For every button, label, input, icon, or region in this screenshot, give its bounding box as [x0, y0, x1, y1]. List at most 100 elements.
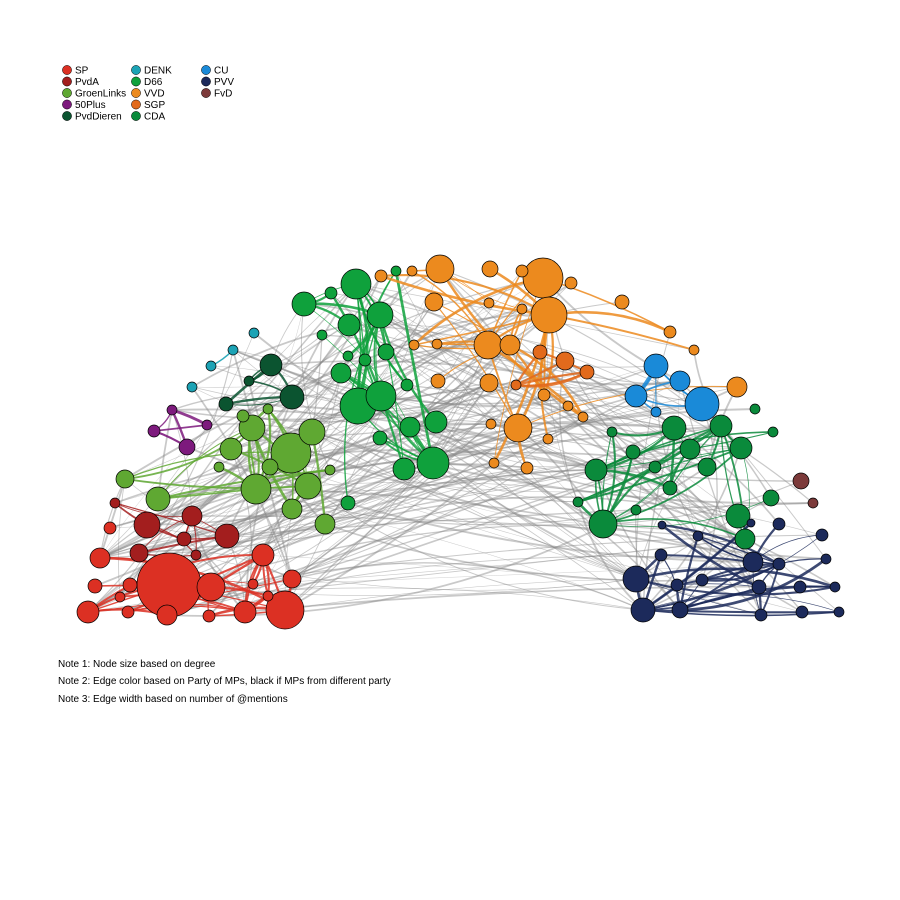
mention-edge — [124, 308, 523, 480]
mention-edge — [546, 314, 579, 503]
mention-edge — [303, 303, 490, 384]
mention-edge — [171, 409, 193, 517]
mention-edge — [118, 478, 126, 598]
mp-node-cda — [584, 458, 608, 482]
mention-edge — [232, 349, 637, 580]
mp-node-groenlinks — [298, 418, 326, 446]
mp-node-vvd — [431, 338, 443, 350]
mention-edge — [255, 488, 637, 526]
mp-node-groenlinks — [262, 403, 274, 415]
mention-edge — [697, 535, 780, 565]
mention-edge — [232, 349, 604, 525]
legend-label: SP — [75, 66, 89, 77]
legend-label: SGP — [144, 100, 165, 111]
mp-node-groenlinks — [314, 513, 336, 535]
mp-node-pvda — [190, 549, 202, 561]
legend-swatch — [131, 99, 141, 110]
legend-swatch — [201, 65, 211, 75]
legend-item-pvda: PvdA — [62, 76, 99, 88]
mention-edge — [87, 349, 234, 613]
mp-node-sp — [156, 604, 178, 626]
mp-node-cu — [684, 386, 720, 422]
mention-edge — [577, 447, 742, 503]
mention-edge — [166, 448, 691, 616]
mp-node-vvd — [516, 303, 528, 315]
mp-node-sp — [103, 521, 117, 535]
mp-node-vvd — [374, 269, 388, 283]
mention-edge — [635, 578, 836, 596]
mp-node-d66 — [372, 430, 388, 446]
mp-node-cu — [643, 353, 669, 379]
mp-node-pvv — [671, 601, 689, 619]
mp-node-pvv — [795, 605, 809, 619]
mention-edge — [348, 324, 814, 504]
mention-edge — [262, 554, 678, 586]
mention-edge — [311, 431, 814, 505]
mention-edge — [225, 403, 746, 540]
mp-node-groenlinks — [219, 437, 243, 461]
mention-edge — [635, 425, 722, 580]
mention-edge — [439, 268, 760, 588]
mp-node-cda — [606, 426, 618, 438]
legend-label: PVV — [214, 77, 234, 88]
mention-edge — [114, 502, 228, 537]
mp-node-vvd — [577, 411, 589, 423]
legend-item-d66: D66 — [131, 76, 163, 88]
mp-node-vvd — [406, 265, 418, 277]
mention-edge — [595, 447, 742, 471]
mp-node-sp — [282, 569, 302, 589]
mp-node-vvd — [726, 376, 748, 398]
mp-node-cu — [669, 370, 691, 392]
legend-item-pvv: PVV — [201, 76, 234, 88]
mention-edge — [171, 392, 359, 411]
mention-edge — [432, 365, 657, 464]
mention-edge — [99, 535, 228, 559]
mention-edge — [244, 384, 517, 613]
legend-label: DENK — [144, 66, 172, 77]
mp-node-sp — [202, 609, 216, 623]
mp-node-vvd — [515, 264, 529, 278]
legend-item-cda: CDA — [131, 111, 165, 123]
mp-node-denk — [186, 381, 198, 393]
note-node-size: Note 1: Node size based on degree — [58, 659, 216, 670]
mp-node-d66 — [365, 380, 397, 412]
legend-label: PvdA — [75, 77, 99, 88]
mp-node-vvd — [424, 292, 444, 312]
legend-item-denk: DENK — [131, 65, 172, 77]
mp-node-pvv — [754, 608, 768, 622]
mp-node-cda — [662, 480, 678, 496]
mention-edge — [642, 595, 840, 613]
mention-edge — [324, 382, 490, 525]
legend-item-groenlinks: GroenLinks — [62, 88, 126, 100]
mention-edge — [251, 427, 293, 580]
legend-label: FvD — [214, 89, 232, 100]
mention-edge — [252, 462, 434, 585]
mention-edge — [242, 324, 350, 417]
mention-edge — [321, 334, 490, 384]
mp-node-pvddieren — [279, 384, 305, 410]
mention-edge — [330, 292, 722, 427]
legend-swatch — [131, 76, 141, 87]
mp-node-pvv — [746, 518, 756, 528]
mp-node-cda — [725, 503, 751, 529]
mention-edge — [291, 384, 517, 580]
mp-node-pvddieren — [243, 375, 255, 387]
mention-edge — [244, 268, 441, 613]
mp-node-vvd — [483, 297, 495, 309]
mp-node-d66 — [342, 350, 354, 362]
mp-node-groenlinks — [270, 432, 312, 474]
mention-edge — [701, 562, 780, 581]
mention-edge — [284, 578, 637, 611]
legend-swatch — [62, 111, 72, 121]
mp-node-pvv — [657, 520, 667, 530]
mp-node-groenlinks — [115, 469, 135, 489]
mp-node-sp — [87, 578, 103, 594]
mention-edge — [676, 563, 780, 586]
mention-edge — [380, 273, 550, 316]
mp-node-pvv — [829, 581, 841, 593]
mp-node-vvd — [562, 400, 574, 412]
mention-edge — [307, 485, 644, 611]
mp-node-d66 — [400, 378, 414, 392]
mp-node-cda — [625, 444, 641, 460]
